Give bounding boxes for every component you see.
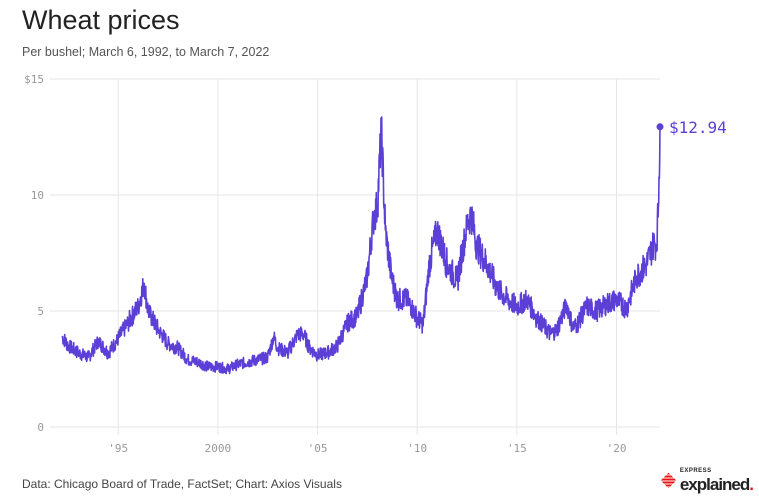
- x-tick-label: '15: [507, 442, 527, 455]
- y-tick-label: $15: [24, 73, 44, 86]
- x-tick-label: 2000: [205, 442, 232, 455]
- chart: 0 5 10 $15 '95 2000 '05 '10 '15 '20 $12.94: [24, 73, 727, 455]
- chart-subtitle: Per bushel; March 6, 1992, to March 7, 2…: [22, 45, 270, 59]
- price-line: [61, 116, 661, 375]
- logo-small-text: EXPRESS: [679, 468, 712, 474]
- x-tick-label: '20: [607, 442, 627, 455]
- end-value-label: $12.94: [669, 118, 727, 137]
- logo-mark-icon: [660, 472, 677, 489]
- logo-dot: .: [749, 475, 754, 494]
- logo-word: explained: [679, 475, 750, 494]
- source-note: Data: Chicago Board of Trade, FactSet; C…: [22, 477, 342, 491]
- logo-text: explained.: [679, 475, 754, 494]
- end-point: [656, 123, 664, 131]
- x-tick-label: '95: [108, 442, 128, 455]
- y-tick-label: 10: [31, 189, 44, 202]
- express-explained-logo: EXPRESS explained.: [660, 467, 754, 494]
- logo-text-block: EXPRESS explained.: [679, 467, 754, 494]
- chart-title: Wheat prices: [22, 5, 180, 35]
- x-tick-label: '05: [308, 442, 328, 455]
- x-tick-label: '10: [407, 442, 427, 455]
- y-tick-label: 5: [37, 305, 44, 318]
- y-tick-label: 0: [37, 421, 44, 434]
